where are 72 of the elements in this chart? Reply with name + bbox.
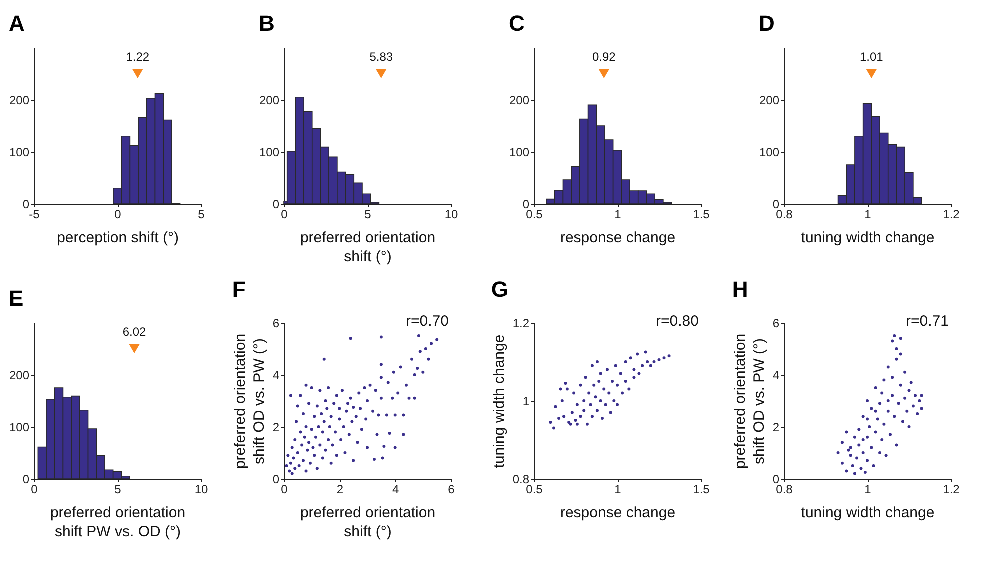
y-tick-label: 0	[22, 472, 30, 486]
x-tick-label: 1.2	[943, 482, 960, 496]
x-tick-label: 5	[198, 208, 206, 222]
chart-title: D	[758, 11, 775, 36]
chart-title: E	[8, 286, 24, 311]
y-tick-label: 2	[272, 420, 280, 434]
annotation: r=0.80	[656, 313, 699, 330]
y-tick-label: 1.2	[512, 316, 530, 330]
y-axis-title: preferred orientation shift OD vs. PW (°)	[232, 334, 268, 470]
x-tick-label: 1	[864, 208, 872, 222]
y-tick-label: 100	[759, 146, 780, 160]
y-tick-label: 200	[259, 94, 280, 108]
y-tick-label: 0	[772, 198, 780, 212]
x-tick-label: 10	[194, 482, 208, 496]
annotation: 1.22	[126, 50, 150, 64]
x-axis-title: preferred orientation shift PW vs. OD (°)	[50, 504, 186, 540]
x-tick-label: 1.5	[693, 482, 710, 496]
x-tick-label: 1	[614, 208, 622, 222]
x-tick-label: 1.5	[693, 208, 710, 222]
y-tick-label: 4	[272, 368, 280, 382]
y-tick-label: 0	[22, 198, 30, 212]
chart-title: C	[508, 11, 525, 36]
annotation: 1.01	[860, 50, 884, 64]
annotation: 0.92	[592, 50, 616, 64]
x-tick-label: 0	[281, 482, 288, 496]
y-tick-label: 200	[759, 94, 780, 108]
x-tick-label: 5	[114, 482, 122, 496]
x-axis-title: preferred orientation shift (°)	[300, 504, 436, 540]
annotation: 6.02	[122, 325, 147, 339]
chart-title: A	[8, 11, 25, 36]
y-axis-title: tuning width change	[490, 334, 508, 468]
y-tick-label: 200	[9, 94, 30, 108]
y-tick-label: 100	[9, 146, 30, 160]
x-tick-label: 0	[281, 208, 288, 222]
x-tick-label: 5	[364, 208, 372, 222]
x-tick-label: 1	[864, 482, 872, 496]
y-tick-label: 200	[9, 368, 30, 382]
x-tick-label: 2	[336, 482, 344, 496]
y-tick-label: 6	[272, 316, 280, 330]
y-tick-label: 100	[259, 146, 280, 160]
y-tick-label: 2	[772, 420, 780, 434]
y-tick-label: 200	[509, 94, 530, 108]
y-tick-label: 100	[509, 146, 530, 160]
annotation: r=0.71	[906, 313, 949, 330]
annotation: r=0.70	[406, 313, 449, 330]
chart-title: B	[258, 11, 275, 36]
x-axis-title: tuning width change	[801, 504, 935, 522]
y-tick-label: 1	[522, 394, 530, 408]
x-axis-title: response change	[560, 230, 676, 246]
x-axis-title: preferred orientation shift (°)	[300, 230, 436, 266]
y-tick-label: 0	[272, 198, 280, 212]
x-tick-label: -5	[29, 208, 40, 222]
x-tick-label: 4	[392, 482, 400, 496]
y-tick-label: 0	[272, 472, 280, 486]
x-tick-label: 6	[448, 482, 456, 496]
chart-title: F	[232, 277, 246, 302]
x-axis-title: response change	[560, 504, 676, 522]
chart-title: H	[732, 277, 748, 302]
x-tick-label: 1	[614, 482, 622, 496]
y-tick-label: 100	[9, 420, 30, 434]
annotation: 5.83	[370, 50, 394, 64]
x-tick-label: 10	[444, 208, 458, 222]
y-tick-label: 6	[772, 316, 780, 330]
y-axis-title: preferred orientation shift OD vs. PW (°)	[732, 334, 768, 470]
x-axis-title: tuning width change	[801, 230, 935, 246]
x-tick-label: 0	[31, 482, 38, 496]
x-axis-title: perception shift (°)	[57, 230, 179, 246]
y-tick-label: 0	[772, 472, 780, 486]
y-tick-label: 4	[772, 368, 780, 382]
chart-title: G	[491, 277, 508, 302]
x-tick-label: 0	[114, 208, 122, 222]
x-tick-label: 1.2	[943, 208, 960, 222]
